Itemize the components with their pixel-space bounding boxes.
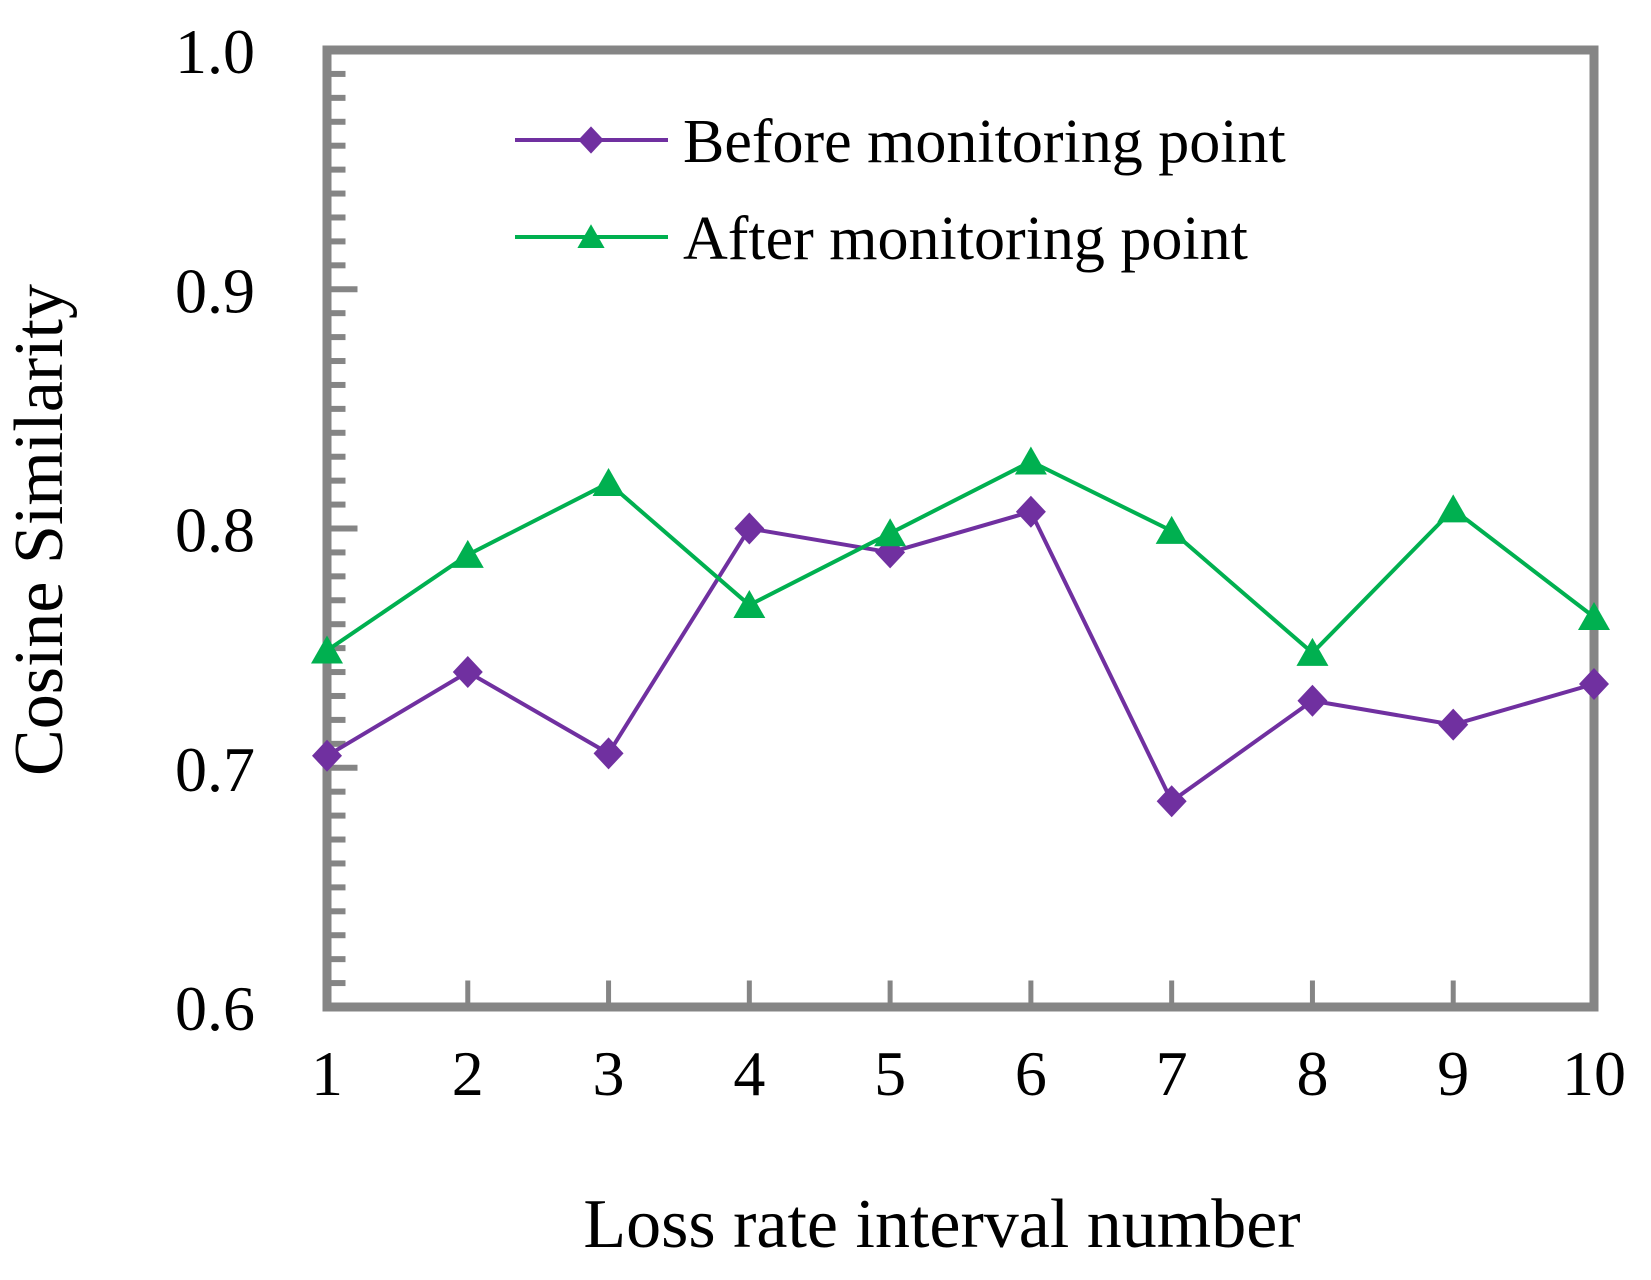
- legend-label: Before monitoring point: [683, 108, 1286, 176]
- triangle-marker-after-monitoring-point: [1155, 515, 1188, 544]
- triangle-marker-after-monitoring-point: [451, 539, 484, 568]
- y-axis-title: Cosine Similarity: [1, 284, 78, 776]
- diamond-marker-before-monitoring-point: [593, 737, 624, 770]
- data-series: [311, 446, 1610, 818]
- diamond-marker-before-monitoring-point: [1438, 708, 1469, 741]
- x-axis-title: Loss rate interval number: [583, 1186, 1300, 1263]
- y-tick-label: 1.0: [175, 16, 255, 87]
- x-tick-label: 5: [874, 1038, 906, 1109]
- legend: Before monitoring point After monitoring …: [515, 108, 1286, 273]
- x-tick-label: 6: [1015, 1038, 1047, 1109]
- x-tick-label: 4: [733, 1038, 765, 1109]
- triangle-marker-after-monitoring-point: [311, 635, 343, 664]
- triangle-marker-after-monitoring-point: [592, 468, 625, 497]
- triangle-marker-after-monitoring-point: [1578, 602, 1610, 631]
- axis-ticks: [331, 70, 1456, 1003]
- diamond-marker-before-monitoring-point: [734, 512, 765, 545]
- x-tick-label: 7: [1156, 1038, 1188, 1109]
- triangle-marker-after-monitoring-point: [1296, 637, 1329, 666]
- legend-triangle-icon: [577, 224, 605, 249]
- x-tick-label: 1: [311, 1038, 343, 1109]
- x-tick-label: 3: [593, 1038, 625, 1109]
- diamond-marker-before-monitoring-point: [1579, 668, 1609, 701]
- diamond-marker-before-monitoring-point: [312, 739, 342, 772]
- triangle-marker-after-monitoring-point: [1437, 494, 1470, 523]
- legend-diamond-icon: [578, 126, 604, 154]
- y-tick-label: 0.7: [175, 734, 255, 805]
- triangle-marker-after-monitoring-point: [874, 518, 907, 547]
- diamond-marker-before-monitoring-point: [1297, 684, 1328, 717]
- plot-frame: [322, 45, 1599, 1012]
- axis-labels: Loss rate interval number Cosine Similar…: [1, 16, 1626, 1263]
- legend-label: After monitoring point: [683, 205, 1248, 273]
- x-tick-label: 9: [1437, 1038, 1469, 1109]
- x-tick-label: 8: [1296, 1038, 1328, 1109]
- y-tick-label: 0.9: [175, 255, 255, 326]
- series-line-after-monitoring-point: [325, 459, 1596, 656]
- diamond-marker-before-monitoring-point: [1015, 495, 1046, 528]
- plot-border: [322, 45, 1599, 1012]
- x-tick-label: 10: [1562, 1038, 1626, 1109]
- diamond-marker-before-monitoring-point: [452, 656, 483, 689]
- diamond-marker-before-monitoring-point: [1156, 785, 1187, 818]
- x-tick-label: 2: [452, 1038, 484, 1109]
- y-tick-label: 0.6: [175, 973, 255, 1044]
- triangle-marker-after-monitoring-point: [733, 590, 766, 619]
- series-line-before-monitoring-point: [325, 509, 1595, 805]
- triangle-marker-after-monitoring-point: [1014, 446, 1047, 475]
- y-tick-label: 0.8: [175, 495, 255, 566]
